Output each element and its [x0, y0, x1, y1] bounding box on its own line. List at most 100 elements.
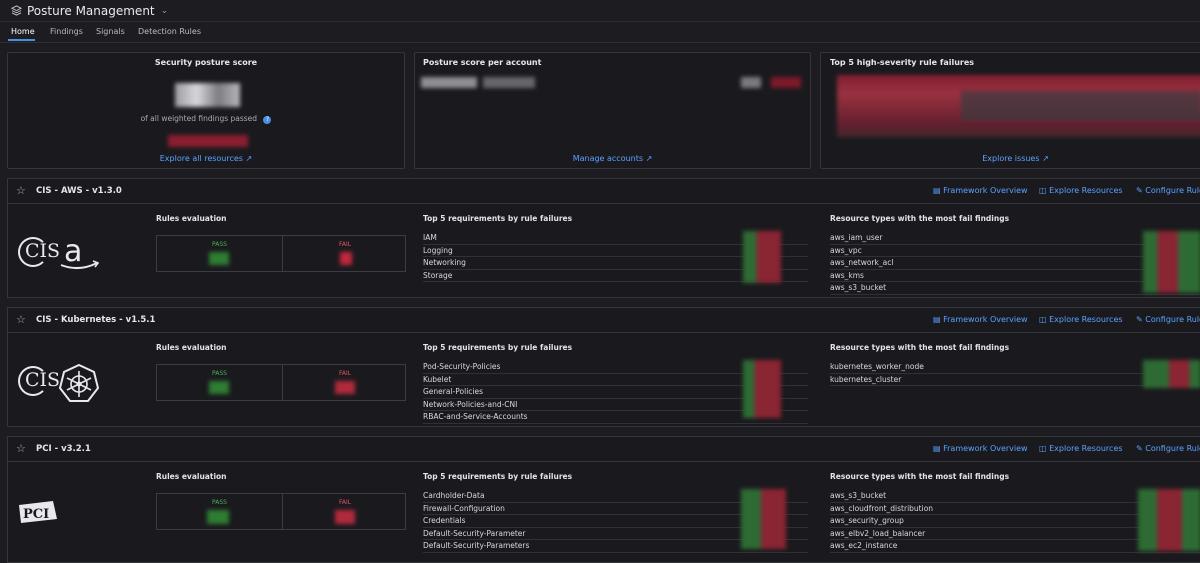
list-item[interactable]: Networking	[423, 257, 808, 270]
tab-findings[interactable]: Findings	[50, 27, 83, 36]
list-item[interactable]: aws_iam_user	[830, 232, 1200, 245]
list-item[interactable]: aws_security_group	[830, 515, 1200, 528]
list-item[interactable]: aws_s3_bucket	[830, 490, 1200, 503]
score-caption: of all weighted findings passed	[140, 114, 258, 123]
resource-bars	[1143, 360, 1200, 388]
pass-count	[209, 381, 229, 394]
star-icon[interactable]: ☆	[16, 184, 26, 197]
framework-overview-link[interactable]: ▤ Framework Overview	[933, 315, 1028, 324]
fail-label: FAIL	[338, 370, 352, 377]
score-trend	[168, 135, 248, 147]
section-header: ☆ CIS - AWS - v1.3.0 ▤ Framework Overvie…	[8, 179, 1200, 204]
card-title: Security posture score	[154, 58, 258, 67]
pencil-icon: ✎	[1136, 444, 1143, 453]
external-link-icon: ↗	[1042, 154, 1049, 163]
rules-evaluation-title: Rules evaluation	[156, 214, 227, 223]
list-item[interactable]: RBAC-and-Service-Accounts	[423, 411, 808, 424]
fail-label: FAIL	[338, 241, 352, 248]
requirements-list: Cardholder-Data Firewall-Configuration C…	[423, 490, 808, 553]
list-item[interactable]: Cardholder-Data	[423, 490, 808, 503]
list-item[interactable]: Default-Security-Parameters	[423, 540, 808, 553]
app-header: Posture Management ⌄	[0, 0, 1200, 21]
resource-types-list: aws_iam_user aws_vpc aws_network_acl aws…	[830, 232, 1200, 295]
fail-column: FAIL	[282, 494, 407, 529]
list-item[interactable]: Pod-Security-Policies	[423, 361, 808, 374]
account-bar	[741, 77, 761, 88]
list-item[interactable]: aws_ec2_instance	[830, 540, 1200, 553]
external-link-icon: ↗	[645, 154, 653, 163]
requirements-bars	[743, 231, 781, 283]
cube-icon: ◫	[1039, 444, 1047, 453]
resource-bars	[1138, 489, 1200, 551]
manage-accounts-link[interactable]: Manage accounts ↗	[572, 154, 653, 163]
section-header: ☆ CIS - Kubernetes - v1.5.1 ▤ Framework …	[8, 308, 1200, 333]
pci-logo: PCI	[19, 501, 57, 523]
list-item[interactable]: aws_network_acl	[830, 257, 1200, 270]
rules-evaluation-box: PASS FAIL	[156, 235, 406, 272]
pass-column: PASS	[157, 494, 282, 529]
pencil-icon: ✎	[1136, 186, 1143, 195]
cis-logo-text: CIS	[25, 240, 61, 262]
pass-label: PASS	[212, 499, 227, 506]
explore-issues-link[interactable]: Explore issues ↗	[982, 154, 1049, 163]
account-bar	[483, 77, 535, 88]
pass-count	[207, 510, 229, 524]
list-item[interactable]: IAM	[423, 232, 808, 245]
explore-resources-link[interactable]: ◫ Explore Resources	[1039, 186, 1123, 195]
page-title: Posture Management	[27, 3, 155, 18]
security-posture-score-card: Security posture score of all weighted f…	[7, 52, 405, 169]
section-header: ☆ PCI - v3.2.1 ▤ Framework Overview ◫ Ex…	[8, 437, 1200, 462]
list-item[interactable]: Storage	[423, 270, 808, 282]
list-item[interactable]: aws_kms	[830, 270, 1200, 282]
configure-rules-link[interactable]: ✎ Configure Rules	[1136, 186, 1200, 195]
pass-column: PASS	[157, 236, 282, 271]
requirements-list: IAM Logging Networking Storage	[423, 232, 808, 282]
fail-count	[335, 510, 355, 524]
tab-signals[interactable]: Signals	[96, 27, 125, 36]
list-item[interactable]: kubernetes_cluster	[830, 374, 1200, 386]
fail-count	[340, 252, 352, 265]
list-item[interactable]: General-Policies	[423, 386, 808, 399]
cis-logo	[18, 366, 48, 396]
framework-overview-link[interactable]: ▤ Framework Overview	[933, 186, 1028, 195]
framework-section-cis-aws: ☆ CIS - AWS - v1.3.0 ▤ Framework Overvie…	[7, 178, 1200, 298]
explore-resources-link[interactable]: ◫ Explore Resources	[1039, 315, 1123, 324]
list-item[interactable]: kubernetes_worker_node	[830, 361, 1200, 374]
configure-rules-link[interactable]: ✎ Configure Rules	[1136, 444, 1200, 453]
list-item[interactable]: Firewall-Configuration	[423, 503, 808, 515]
requirements-bars	[741, 489, 786, 549]
info-icon[interactable]: ?	[263, 116, 272, 124]
requirements-list: Pod-Security-Policies Kubelet General-Po…	[423, 361, 808, 424]
list-item[interactable]: aws_s3_bucket	[830, 282, 1200, 295]
explore-resources-link[interactable]: ◫ Explore Resources	[1039, 444, 1123, 453]
configure-rules-link[interactable]: ✎ Configure Rules	[1136, 315, 1200, 324]
list-item[interactable]: aws_vpc	[830, 245, 1200, 257]
list-item[interactable]: Network-Policies-and-CNI	[423, 399, 808, 411]
star-icon[interactable]: ☆	[16, 442, 26, 455]
explore-all-resources-link[interactable]: Explore all resources ↗	[159, 154, 253, 163]
chevron-down-icon[interactable]: ⌄	[160, 5, 169, 16]
cis-logo-text: CIS	[25, 369, 61, 391]
kubernetes-logo	[58, 363, 100, 402]
fail-column: FAIL	[282, 365, 407, 400]
resource-bars	[1143, 231, 1200, 293]
fail-column: FAIL	[282, 236, 407, 271]
star-icon[interactable]: ☆	[16, 313, 26, 326]
list-item[interactable]: Kubelet	[423, 374, 808, 386]
framework-title: CIS - AWS - v1.3.0	[36, 186, 122, 196]
top-requirements-title: Top 5 requirements by rule failures	[423, 214, 573, 223]
list-item[interactable]: aws_elbv2_load_balancer	[830, 528, 1200, 540]
rules-evaluation-title: Rules evaluation	[156, 472, 227, 481]
svg-text:a: a	[64, 236, 82, 269]
list-item[interactable]: aws_cloudfront_distribution	[830, 503, 1200, 515]
framework-title: PCI - v3.2.1	[36, 444, 91, 454]
list-item[interactable]: Credentials	[423, 515, 808, 528]
tab-detection-rules[interactable]: Detection Rules	[138, 27, 201, 36]
framework-overview-link[interactable]: ▤ Framework Overview	[933, 444, 1028, 453]
cis-logo	[18, 237, 48, 267]
card-title: Posture score per account	[423, 58, 542, 67]
tab-home[interactable]: Home	[11, 27, 35, 36]
cube-icon: ◫	[1039, 315, 1047, 324]
list-item[interactable]: Logging	[423, 245, 808, 257]
list-item[interactable]: Default-Security-Parameter	[423, 528, 808, 540]
